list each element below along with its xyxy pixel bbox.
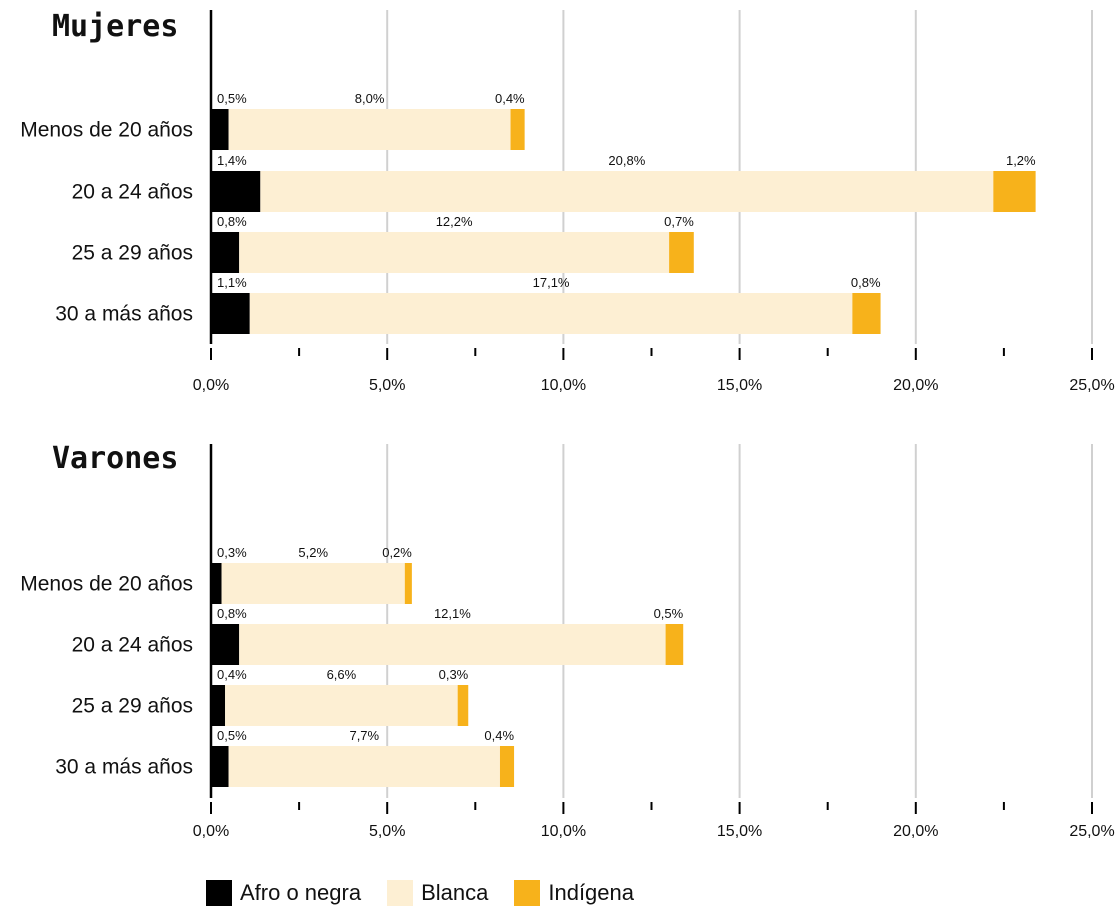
panel2-bar-indigena: [404, 563, 412, 604]
panel1-bar-indigena: [510, 109, 525, 150]
panel2-title: Varones: [52, 441, 178, 476]
legend-item-indigena: Indígena: [514, 880, 634, 906]
panel1-bar-afro: [211, 232, 240, 273]
panel1-data-label: 0,8%: [217, 214, 247, 229]
panel2-bar-blanca: [225, 685, 458, 726]
panel1-category-label: 20 a 24 años: [72, 181, 193, 204]
panel1-data-label: 8,0%: [355, 91, 385, 106]
panel2-data-label: 0,3%: [439, 667, 469, 682]
panel1-tick-label: 0,0%: [193, 377, 229, 394]
panel1-data-label: 17,1%: [533, 275, 570, 290]
panel2-tick-label: 5,0%: [369, 823, 405, 840]
panel1-category-label: Menos de 20 años: [20, 119, 193, 142]
panel2-bar-afro: [211, 746, 229, 787]
panel1-data-label: 1,4%: [217, 153, 247, 168]
panel1-bar-blanca: [239, 232, 670, 273]
panel1-category-label: 30 a más años: [55, 303, 193, 326]
panel2-data-label: 5,2%: [298, 545, 328, 560]
legend: Afro o negra Blanca Indígena: [206, 876, 660, 910]
panel1-bar-indigena: [852, 293, 881, 334]
panel1-data-label: 1,2%: [1006, 153, 1036, 168]
panel2-bar-blanca: [228, 746, 500, 787]
panel1-data-label: 0,8%: [851, 275, 881, 290]
legend-label-afro: Afro o negra: [240, 880, 362, 905]
panel2-category-label: 25 a 29 años: [72, 695, 193, 718]
panel2-tick-label: 0,0%: [193, 823, 229, 840]
panel2-data-label: 0,8%: [217, 606, 247, 621]
panel1-bar-indigena: [993, 171, 1036, 212]
chart-svg: 0,0% 5,0% 10,0% 15,0% 20,0% 25,0% Mujeres 0,5% 8…: [20, 9, 1114, 840]
panel2-data-label: 12,1%: [434, 606, 471, 621]
panel2-data-label: 0,4%: [484, 728, 514, 743]
panel1-bar-indigena: [669, 232, 694, 273]
panel2-bar-afro: [211, 624, 240, 665]
panel2-category-label: 20 a 24 años: [72, 634, 193, 657]
panel2-bar-indigena: [665, 624, 684, 665]
panel2-data-label: 6,6%: [327, 667, 357, 682]
panel2-data-label: 0,2%: [382, 545, 412, 560]
panel2-data-label: 0,5%: [217, 728, 247, 743]
panel2-tick-label: 25,0%: [1069, 823, 1114, 840]
panel1-bar-afro: [211, 171, 261, 212]
panel2-bar-blanca: [239, 624, 666, 665]
panel1-data-label: 0,5%: [217, 91, 247, 106]
panel2-data-label: 7,7%: [349, 728, 379, 743]
panel2-tick-label: 20,0%: [893, 823, 938, 840]
panel1-tick-label: 5,0%: [369, 377, 405, 394]
panel2-category-label: Menos de 20 años: [20, 573, 193, 596]
panel2-data-label: 0,5%: [654, 606, 684, 621]
panel1-tick-label: 10,0%: [541, 377, 586, 394]
panel2-tick-label: 10,0%: [541, 823, 586, 840]
panel1-data-label: 1,1%: [217, 275, 247, 290]
panel1-tick-label: 20,0%: [893, 377, 938, 394]
legend-label-blanca: Blanca: [421, 880, 489, 905]
legend-item-afro: Afro o negra: [206, 880, 361, 906]
panel1-tick-label: 15,0%: [717, 377, 762, 394]
legend-swatch-indigena: [514, 880, 541, 906]
panel1-tick-label: 25,0%: [1069, 377, 1114, 394]
panel1-bar-afro: [211, 293, 250, 334]
panel1-category-label: 25 a 29 años: [72, 242, 193, 265]
panel2-data-label: 0,4%: [217, 667, 247, 682]
legend-item-blanca: Blanca: [387, 880, 488, 906]
panel1-bar-blanca: [260, 171, 994, 212]
legend-swatch-afro: [206, 880, 232, 906]
panel1-title: Mujeres: [52, 9, 178, 44]
panel2-tick-label: 15,0%: [717, 823, 762, 840]
panel1-data-label: 12,2%: [436, 214, 473, 229]
legend-swatch-blanca: [387, 880, 414, 906]
panel1-data-label: 20,8%: [608, 153, 645, 168]
panel1-bar-blanca: [228, 109, 511, 150]
panel2-bar-indigena: [457, 685, 469, 726]
panel2-data-label: 0,3%: [217, 545, 247, 560]
panel2-bar-afro: [211, 563, 222, 604]
legend-label-indigena: Indígena: [548, 880, 634, 905]
panel1-data-label: 0,4%: [495, 91, 525, 106]
panel2-category-label: 30 a más años: [55, 756, 193, 779]
panel1-data-label: 0,7%: [664, 214, 694, 229]
panel2-bar-afro: [211, 685, 226, 726]
panel2-bar-indigena: [499, 746, 515, 787]
panel1-bar-blanca: [249, 293, 853, 334]
panel1-bar-afro: [211, 109, 229, 150]
panel2-bar-blanca: [221, 563, 405, 604]
